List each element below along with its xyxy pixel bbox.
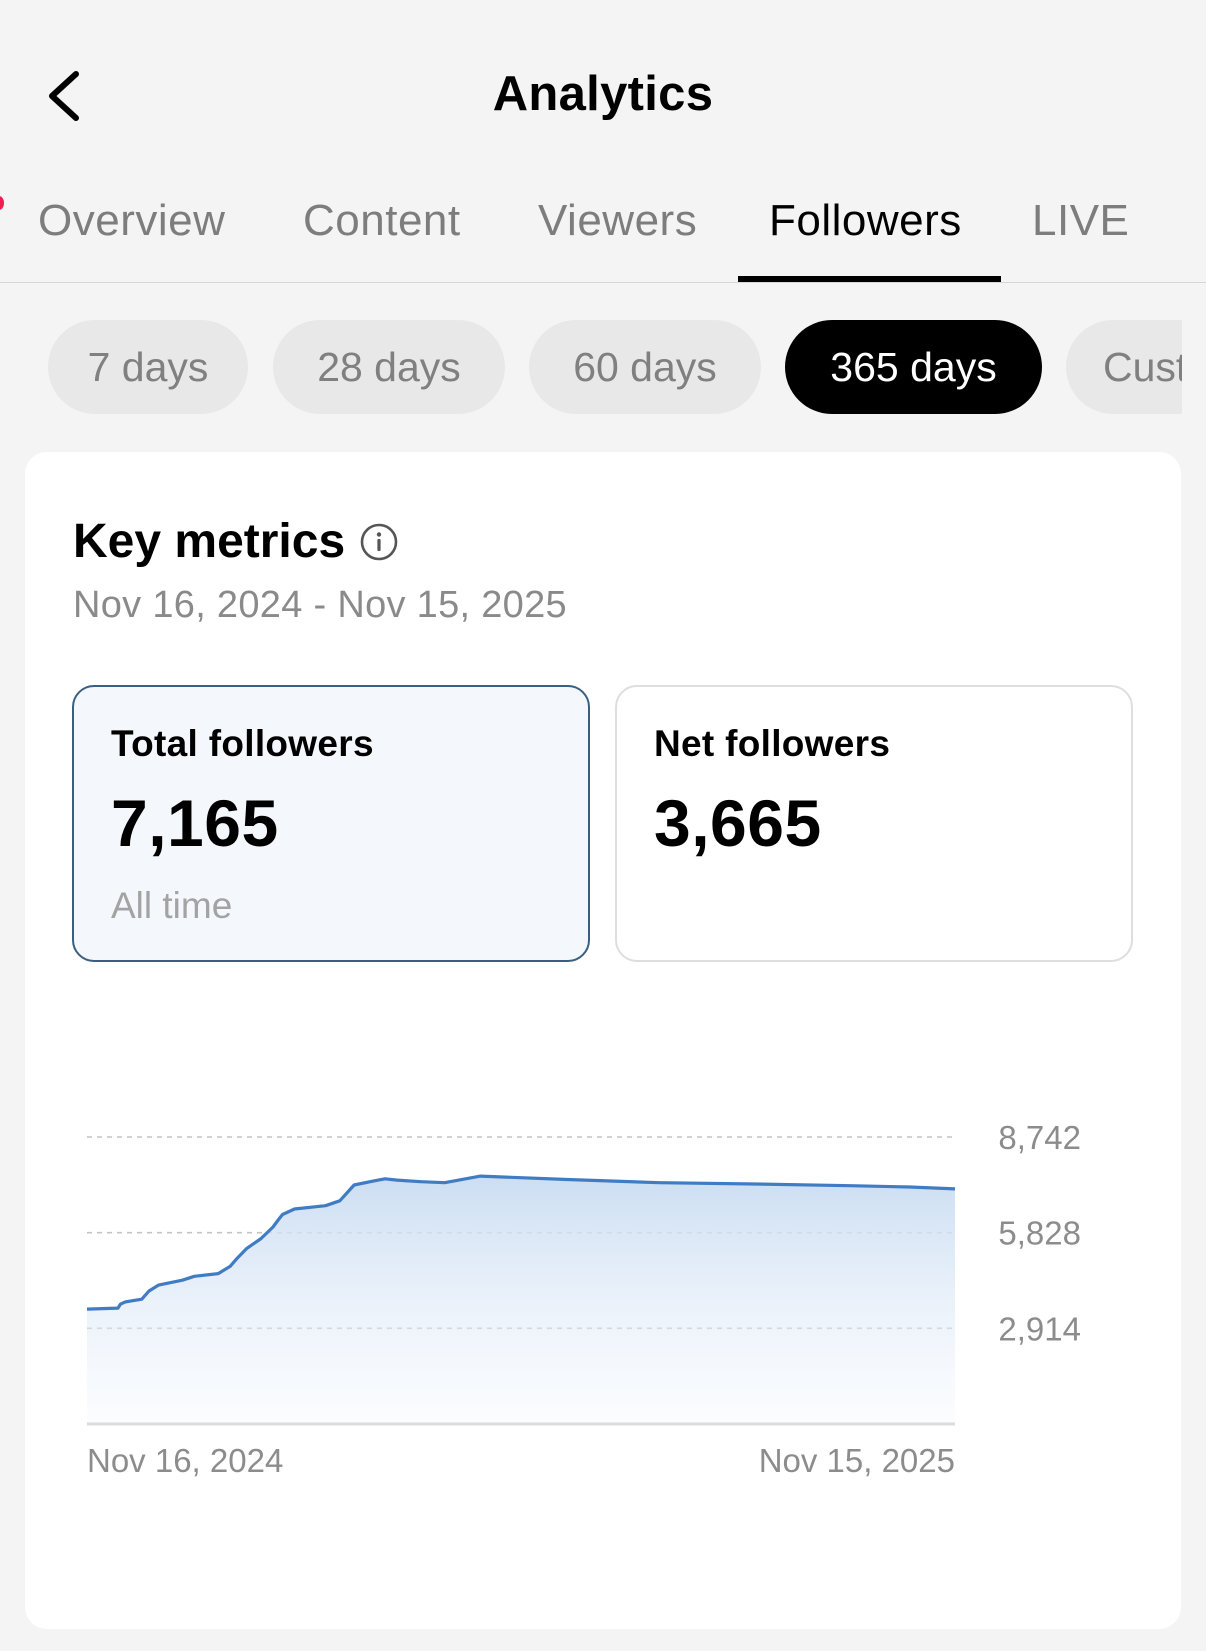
chart-area-fill (87, 1176, 955, 1424)
range-28-days[interactable]: 28 days (273, 320, 505, 414)
key-metrics-heading: Key metrics (73, 514, 399, 569)
range-60-days[interactable]: 60 days (529, 320, 761, 414)
tab-live[interactable]: LIVE (1032, 196, 1130, 245)
key-metrics-title: Key metrics (73, 515, 346, 568)
info-icon[interactable] (359, 522, 399, 562)
range-7-days[interactable]: 7 days (48, 320, 248, 414)
net-followers-value: 3,665 (654, 786, 822, 860)
followers-chart: 2,914 5,828 8,742 Nov 16, 2024 Nov 15, 2025 (86, 1119, 1081, 1479)
y-tick-label: 8,742 (998, 1119, 1081, 1156)
page-title: Analytics (492, 67, 714, 121)
tab-overview[interactable]: Overview (38, 196, 226, 245)
tab-bar: Overview Content Viewers Followers LIVE (0, 178, 1206, 283)
range-custom[interactable]: Cust (1066, 320, 1182, 414)
chevron-left-icon (49, 71, 79, 121)
active-tab-indicator (738, 276, 1001, 282)
tab-followers[interactable]: Followers (769, 196, 962, 245)
y-tick-label: 2,914 (998, 1310, 1081, 1347)
net-followers-label: Net followers (654, 723, 891, 764)
notification-dot (0, 196, 4, 210)
x-tick-label: Nov 15, 2025 (759, 1442, 955, 1479)
tab-viewers[interactable]: Viewers (538, 196, 698, 245)
key-metrics-card: Key metrics Nov 16, 2024 - Nov 15, 2025 … (25, 452, 1181, 1629)
net-followers-card[interactable]: Net followers 3,665 (615, 685, 1133, 962)
total-followers-period: All time (111, 885, 233, 926)
total-followers-value: 7,165 (111, 786, 279, 860)
header: Analytics (0, 0, 1206, 170)
total-followers-label: Total followers (111, 723, 374, 764)
x-tick-label: Nov 16, 2024 (87, 1442, 283, 1479)
back-button[interactable] (44, 66, 88, 126)
tab-content[interactable]: Content (303, 196, 461, 245)
chart-series-line (86, 1174, 956, 1311)
total-followers-card[interactable]: Total followers 7,165 All time (72, 685, 590, 962)
date-range: Nov 16, 2024 - Nov 15, 2025 (73, 584, 567, 626)
range-365-days[interactable]: 365 days (785, 320, 1042, 414)
y-tick-label: 5,828 (998, 1215, 1081, 1252)
